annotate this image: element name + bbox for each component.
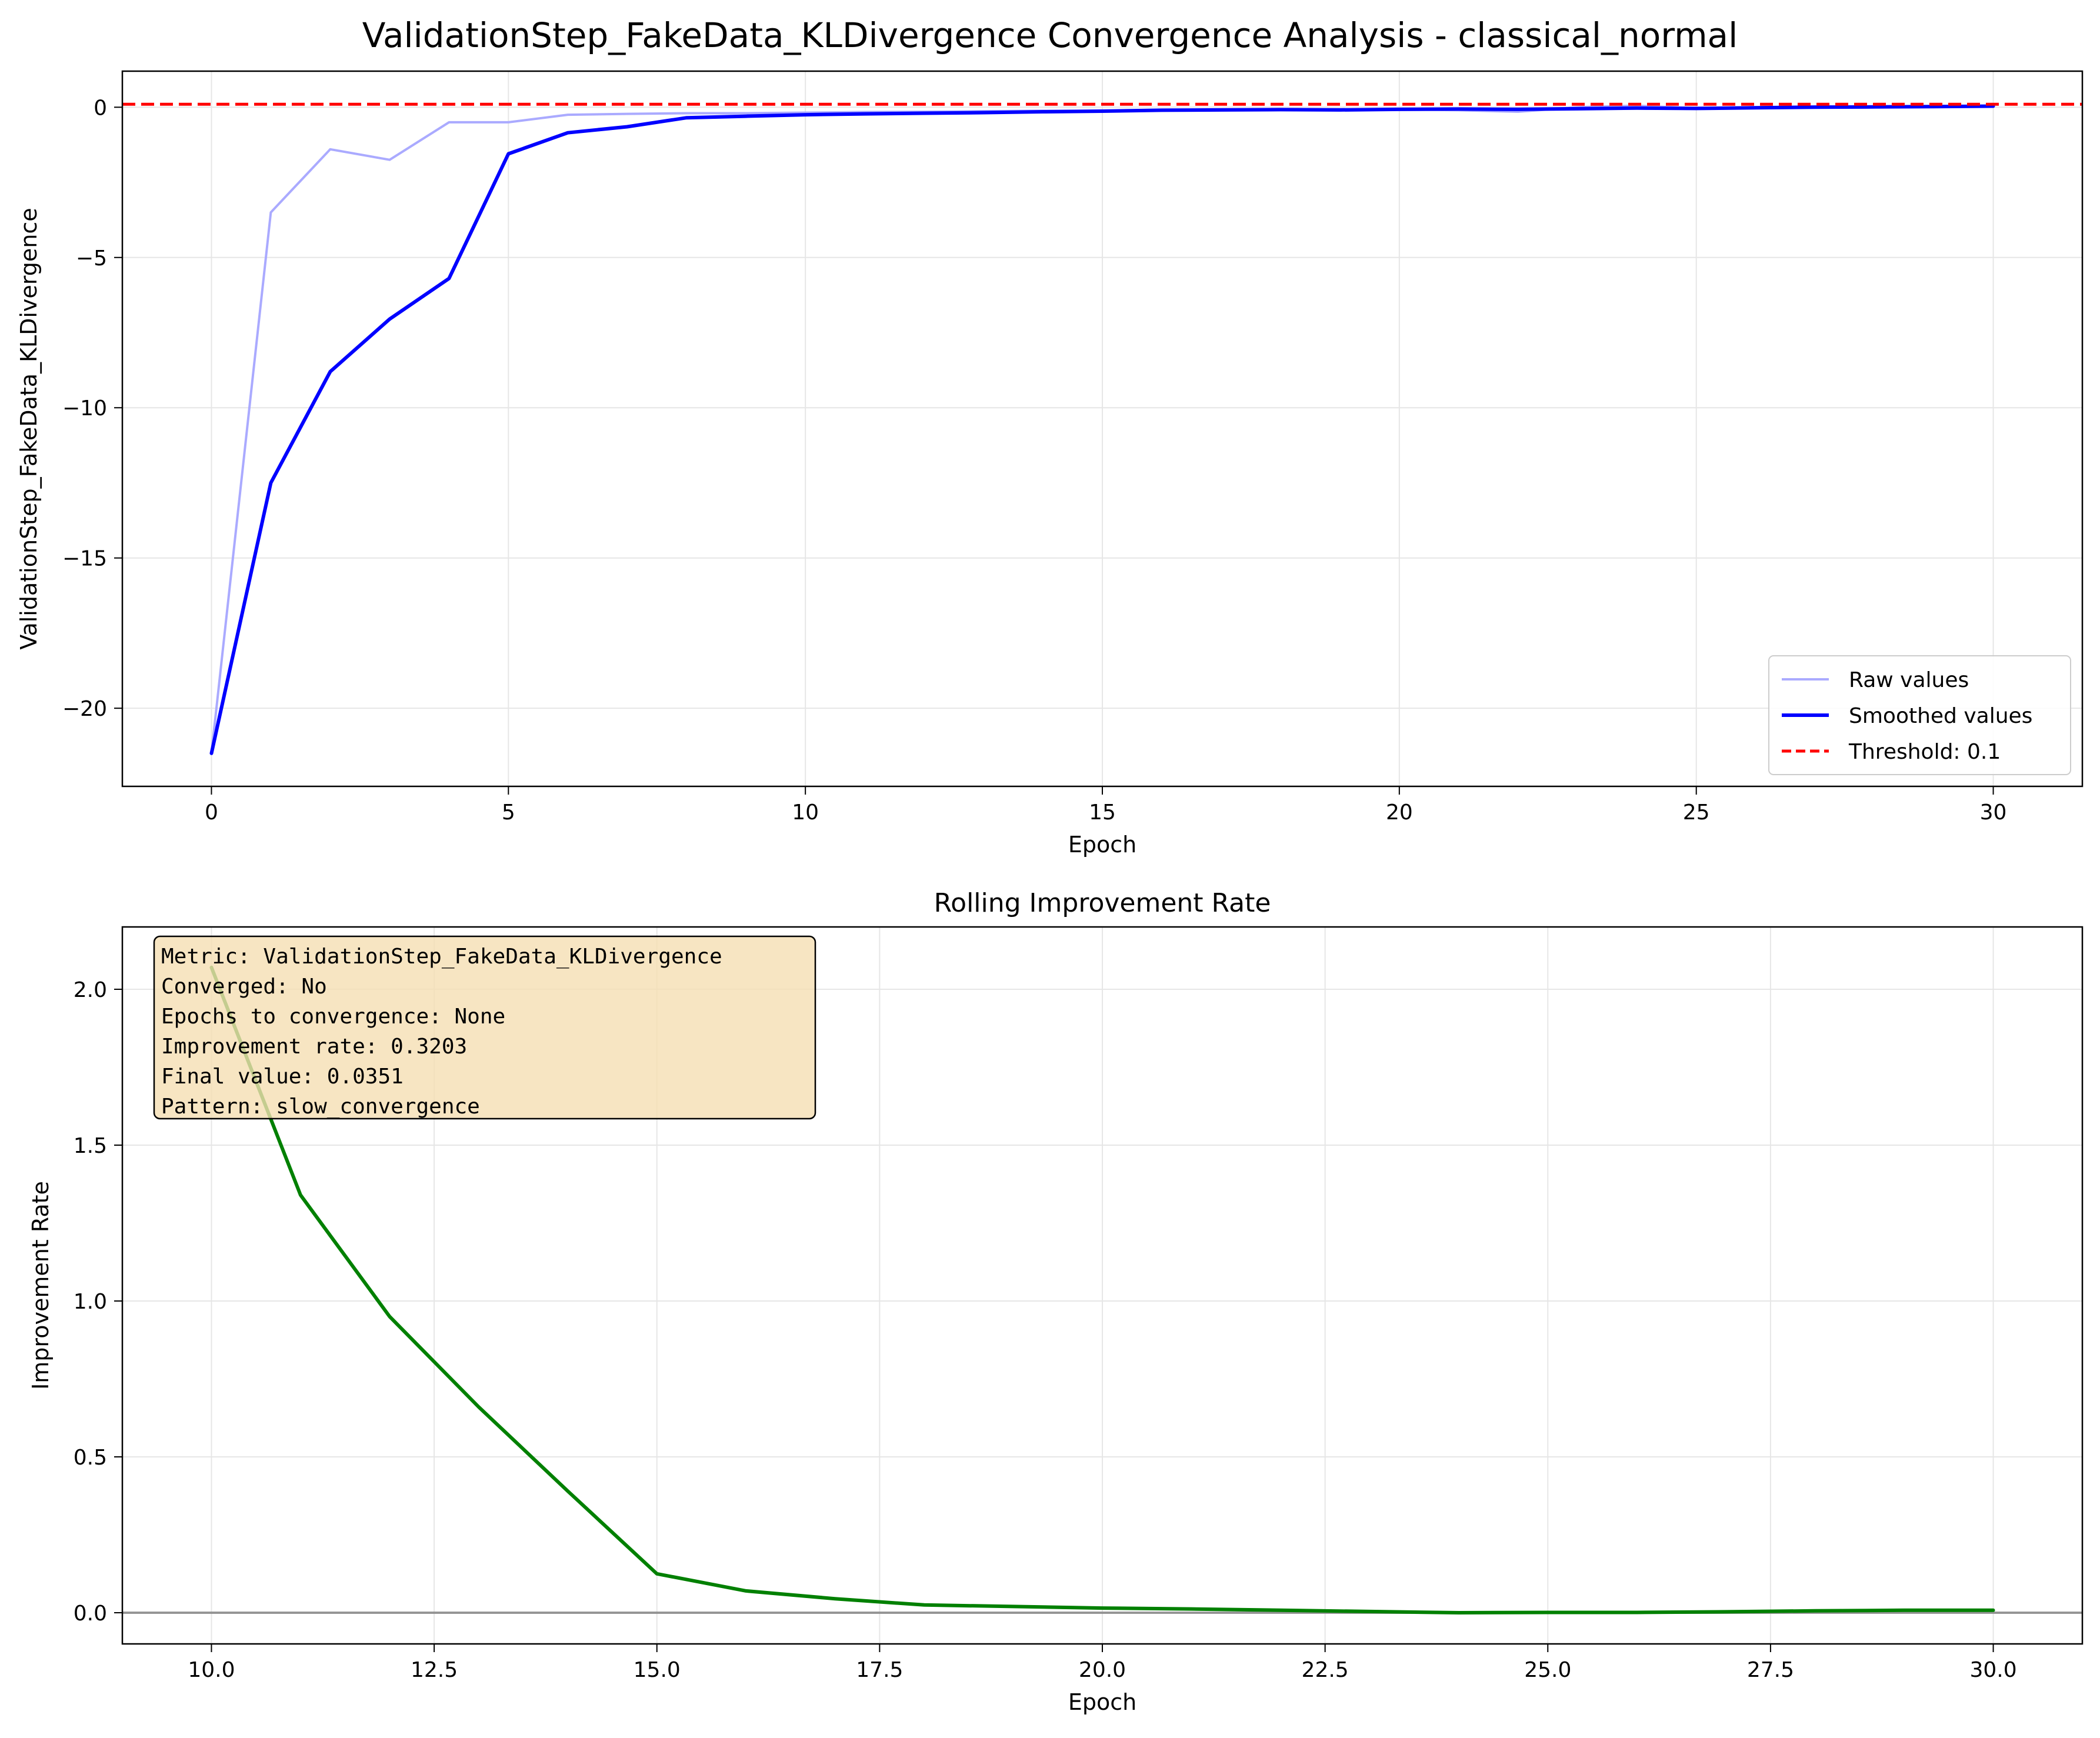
ax1-ytick-label: −5 — [76, 246, 107, 271]
ax1-xtick-label: 15 — [1089, 800, 1116, 825]
ax2-xtick-label: 27.5 — [1747, 1658, 1794, 1682]
ax1-data — [122, 102, 2082, 755]
ax1-xtick-label: 0 — [205, 800, 218, 825]
ax1-xtick-label: 25 — [1683, 800, 1710, 825]
info-box-line: Metric: ValidationStep_FakeData_KLDiverg… — [161, 945, 722, 969]
ax2-xtick-label: 17.5 — [856, 1658, 903, 1682]
ax1-xtick-label: 5 — [502, 800, 515, 825]
ax1-ytick-label: −15 — [62, 547, 107, 571]
ax2-ytick-label: 1.0 — [74, 1290, 107, 1314]
legend-smoothed-label: Smoothed values — [1849, 704, 2032, 728]
ax2-xtick-label: 30.0 — [1969, 1658, 2016, 1682]
ax2-ytick-label: 1.5 — [74, 1134, 107, 1158]
convergence-plot: 0 5 10 15 20 25 30 0 −5 −10 −15 −20 Epoch ValidationS… — [16, 70, 2084, 858]
ax2-data — [122, 965, 2082, 1614]
legend-threshold-label: Threshold: 0.1 — [1848, 740, 2001, 764]
improvement-rate-plot: 10.0 12.5 15.0 17.5 20.0 22.5 25.0 27.5 30.0 0.0 0… — [28, 888, 2084, 1715]
ax2-ylabel: Improvement Rate — [28, 1181, 54, 1390]
ax2-ytick-label: 0.5 — [74, 1446, 107, 1470]
info-box-line: Pattern: slow_convergence — [161, 1095, 480, 1119]
ax2-xtick-label: 10.0 — [188, 1658, 235, 1682]
figure-title: ValidationStep_FakeData_KLDivergence Con… — [362, 15, 1738, 55]
ax2-title: Rolling Improvement Rate — [934, 888, 1271, 918]
legend-raw-label: Raw values — [1849, 668, 1969, 692]
ax2-xtick-label: 12.5 — [411, 1658, 458, 1682]
smoothed-values-line — [209, 104, 1995, 755]
info-box-line: Epochs to convergence: None — [161, 1005, 505, 1029]
info-box: Metric: ValidationStep_FakeData_KLDiverg… — [153, 935, 816, 1120]
legend-box — [1768, 655, 2071, 775]
ax2-ytick-label: 0.0 — [74, 1602, 107, 1626]
info-box-line: Final value: 0.0351 — [161, 1065, 404, 1089]
ax2-xtick-label: 25.0 — [1524, 1658, 1571, 1682]
ax2-xtick-label: 15.0 — [634, 1658, 681, 1682]
info-box-background — [153, 935, 816, 1120]
ax1-xtick-label: 20 — [1386, 800, 1413, 825]
ax1-ylabel: ValidationStep_FakeData_KLDivergence — [16, 208, 42, 649]
ax2-ytick-label: 2.0 — [74, 978, 107, 1002]
ax1-ytick-label: −10 — [62, 396, 107, 421]
ax1-legend: Raw values Smoothed values Threshold: 0.1 — [1768, 655, 2071, 775]
ax1-xtick-label: 30 — [1980, 800, 2007, 825]
ax2-xlabel: Epoch — [1068, 1689, 1136, 1715]
ax1-xtick-label: 10 — [792, 800, 819, 825]
info-box-line: Improvement rate: 0.3203 — [161, 1035, 467, 1059]
info-box-line: Converged: No — [161, 975, 327, 999]
ax1-xlabel: Epoch — [1068, 832, 1136, 858]
ax2-frame — [121, 926, 2084, 1645]
improvement-rate-line — [209, 965, 1995, 1614]
ax1-ytick-label: −20 — [62, 697, 107, 721]
ax1-ytick-label: 0 — [94, 96, 107, 120]
ax2-xtick-label: 22.5 — [1302, 1658, 1349, 1682]
ax1-frame — [121, 70, 2084, 788]
ax2-xtick-label: 20.0 — [1079, 1658, 1126, 1682]
